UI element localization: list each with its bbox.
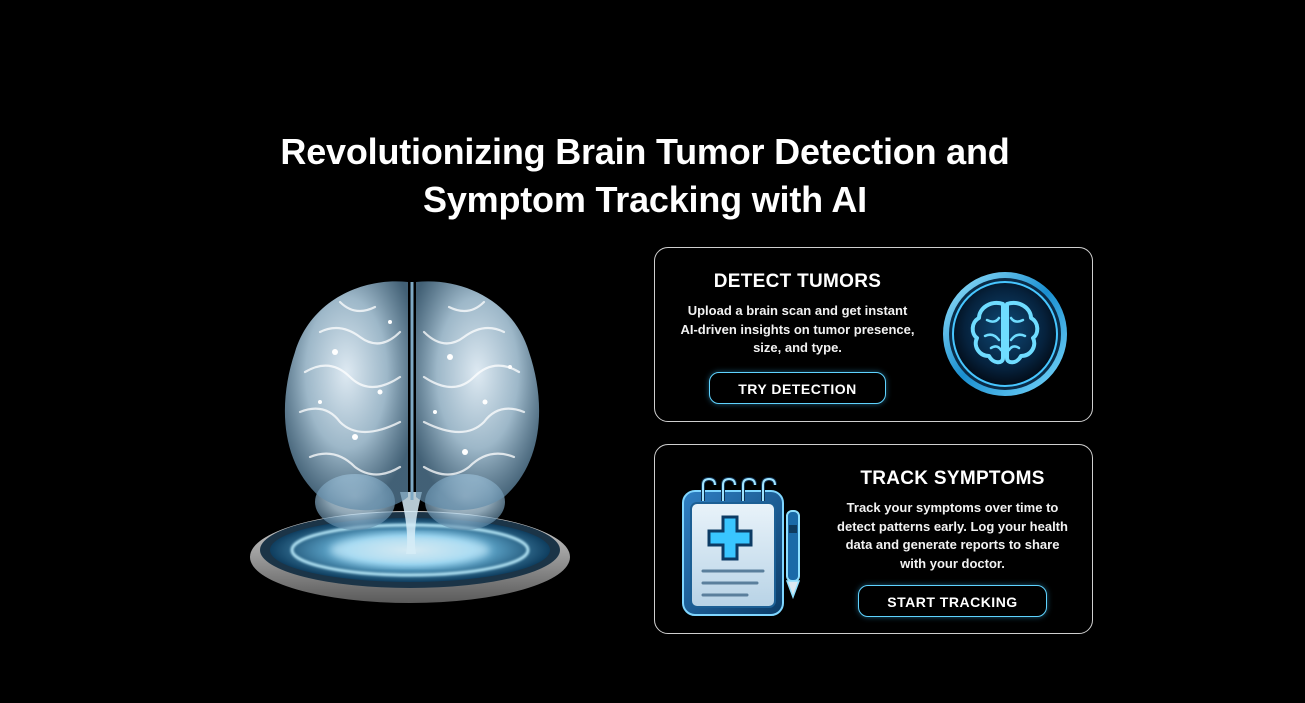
holographic-brain-icon [240, 262, 585, 612]
track-symptoms-description: Track your symptoms over time to detect … [820, 499, 1085, 573]
detect-desc-line-2: AI-driven insights on tumor presence, [680, 321, 915, 337]
track-desc-line-1: Track your symptoms over time to [846, 500, 1059, 515]
track-symptoms-content: TRACK SYMPTOMS Track your symptoms over … [820, 467, 1085, 617]
medical-notepad-icon [677, 471, 807, 621]
detect-desc-line-3: size, and type. [753, 340, 842, 355]
track-desc-line-4: with your doctor. [900, 555, 1005, 571]
detect-tumors-content: DETECT TUMORS Upload a brain scan and ge… [665, 270, 930, 404]
hero-title-line-2: Symptom Tracking with AI [423, 179, 867, 220]
hero-title: Revolutionizing Brain Tumor Detection an… [150, 128, 1140, 224]
track-symptoms-title: TRACK SYMPTOMS [860, 468, 1045, 489]
detect-tumors-card: DETECT TUMORS Upload a brain scan and ge… [654, 247, 1093, 422]
detect-desc-line-1: Upload a brain scan and get instant [687, 303, 908, 318]
detect-tumors-title: DETECT TUMORS [713, 271, 882, 292]
brain-circle-icon [941, 270, 1069, 398]
start-tracking-button[interactable]: START TRACKING [858, 585, 1047, 617]
hero-title-line-1: Revolutionizing Brain Tumor Detection an… [280, 131, 1010, 172]
track-desc-line-2: detect patterns early. Log your health [837, 518, 1068, 534]
detect-tumors-description: Upload a brain scan and get instant AI-d… [665, 302, 930, 358]
track-symptoms-card: TRACK SYMPTOMS Track your symptoms over … [654, 444, 1093, 634]
track-desc-line-3: data and generate reports to share [845, 537, 1060, 552]
try-detection-button[interactable]: TRY DETECTION [709, 371, 886, 404]
